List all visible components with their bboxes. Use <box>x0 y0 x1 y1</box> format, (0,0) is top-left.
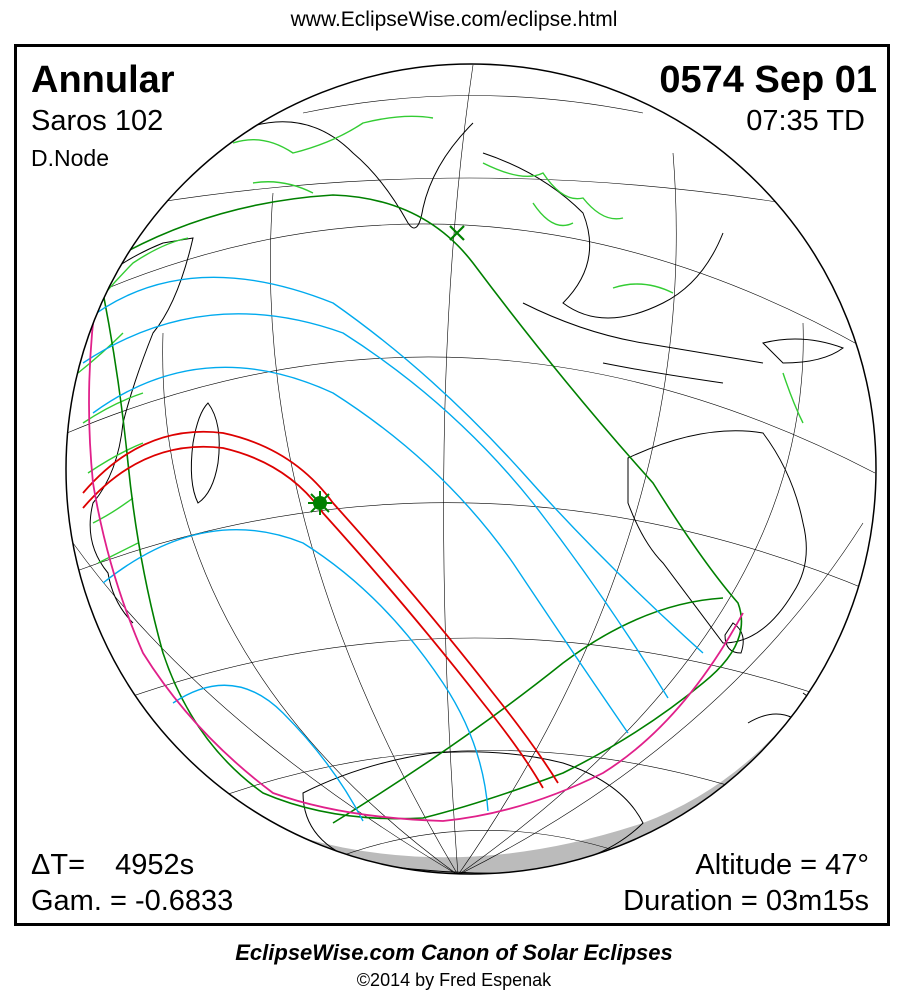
partial-magnitude-curves <box>82 276 704 822</box>
new-guinea <box>762 338 845 364</box>
borders <box>72 115 804 564</box>
africa-east-coast <box>72 237 194 624</box>
southern-limit-lobe <box>332 597 724 824</box>
canon-title: EclipseWise.com Canon of Solar Eclipses <box>235 940 673 965</box>
eclipse-date: 0574 Sep 01 <box>659 59 877 101</box>
globe-disc <box>66 64 876 874</box>
indonesia <box>522 302 764 384</box>
rise-set-curve <box>88 282 744 822</box>
eclipse-map-frame: Annular Saros 102 D.Node 0574 Sep 01 07:… <box>14 44 890 926</box>
source-url: www.EclipseWise.com/eclipse.html <box>290 8 618 31</box>
copyright: ©2014 by Fred Espenak <box>356 970 552 990</box>
x-mark-icon <box>449 225 465 241</box>
star-icon <box>308 491 332 515</box>
penumbral-limit <box>97 194 743 820</box>
australia <box>627 430 807 644</box>
globe-map <box>65 63 877 875</box>
altitude: Altitude = 47° <box>695 849 869 881</box>
delta-t-value: 4952s <box>115 849 195 881</box>
eclipse-type: Annular <box>31 59 175 101</box>
madagascar <box>190 402 220 504</box>
saros-number: Saros 102 <box>31 105 164 137</box>
central-path <box>82 430 559 789</box>
node-label: D.Node <box>31 145 109 171</box>
arabia-india <box>232 121 474 229</box>
delta-t: ΔT= 4952s <box>31 851 194 880</box>
gamma: Gam. = -0.6833 <box>31 885 234 917</box>
duration: Duration = 03m15s <box>623 885 869 917</box>
southeast-asia <box>482 152 724 319</box>
coastlines <box>72 121 845 874</box>
eclipse-time: 07:35 TD <box>746 105 865 137</box>
delta-t-label: ΔT= <box>31 849 86 881</box>
graticule <box>66 64 876 874</box>
globe-outline <box>65 63 877 875</box>
